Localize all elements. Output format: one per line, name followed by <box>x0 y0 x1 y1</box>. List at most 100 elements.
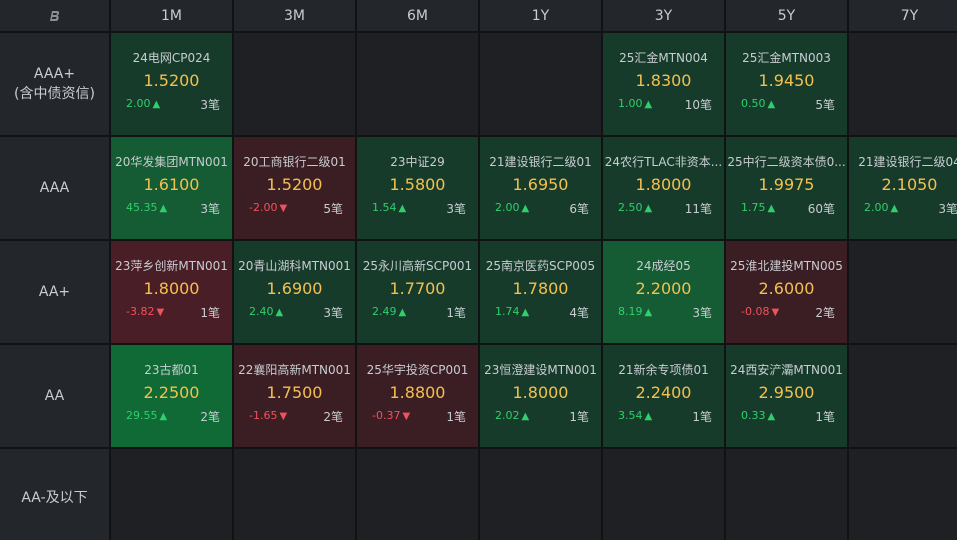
rate-change-value: 2.02 <box>495 409 520 422</box>
bond-cell[interactable]: 24成经05 2.2000 8.19 ▲ 3笔 <box>603 241 724 343</box>
row-header-rating[interactable]: AAA+ (含中债资信) <box>0 33 109 135</box>
column-header-7y[interactable]: 7Y <box>849 0 957 31</box>
column-header-3m[interactable]: 3M <box>234 0 355 31</box>
column-header-6m[interactable]: 6M <box>357 0 478 31</box>
rate-change: 2.40 ▲ <box>249 305 283 318</box>
bond-name: 21新余专项债01 <box>618 363 709 377</box>
empty-cell <box>849 449 957 540</box>
bond-rate: 2.2000 <box>635 279 692 298</box>
rate-change-value: 3.54 <box>618 409 643 422</box>
trade-count: 6笔 <box>569 202 589 216</box>
b-logo-svg <box>49 10 59 21</box>
bond-cell[interactable]: 24农行TLAC非资本... 1.8000 2.50 ▲ 11笔 <box>603 137 724 239</box>
rate-change-value: -3.82 <box>126 305 155 318</box>
bond-cell[interactable]: 25永川高新SCP001 1.7700 2.49 ▲ 1笔 <box>357 241 478 343</box>
trade-count: 5笔 <box>815 98 835 112</box>
bond-rate: 2.6000 <box>758 279 815 298</box>
bond-cell[interactable]: 20华发集团MTN001 1.6100 45.35 ▲ 3笔 <box>111 137 232 239</box>
rate-change-value: 29.55 <box>126 409 158 422</box>
arrow-up-icon: ▲ <box>644 99 653 110</box>
bond-rate: 1.5200 <box>266 175 323 194</box>
bond-rate: 1.6100 <box>143 175 200 194</box>
bond-cell[interactable]: 25南京医药SCP005 1.7800 1.74 ▲ 4笔 <box>480 241 601 343</box>
trade-count: 3笔 <box>323 306 343 320</box>
bond-cell[interactable]: 24电网CP024 1.5200 2.00 ▲ 3笔 <box>111 33 232 135</box>
bond-rate: 1.5800 <box>389 175 446 194</box>
bond-name: 25华宇投资CP001 <box>366 363 469 377</box>
bond-rate: 1.7500 <box>266 383 323 402</box>
bond-name: 21建设银行二级01 <box>489 155 592 169</box>
arrow-up-icon: ▲ <box>152 99 161 110</box>
row-header-rating[interactable]: AA <box>0 345 109 447</box>
rate-change: -2.00 ▼ <box>249 201 287 214</box>
bond-cell[interactable]: 23萍乡创新MTN001 1.8000 -3.82 ▼ 1笔 <box>111 241 232 343</box>
arrow-up-icon: ▲ <box>644 411 653 422</box>
bond-cell[interactable]: 21建设银行二级04 2.1050 2.00 ▲ 3笔 <box>849 137 957 239</box>
column-header-3y[interactable]: 3Y <box>603 0 724 31</box>
rate-change: -3.82 ▼ <box>126 305 164 318</box>
rate-change: 2.50 ▲ <box>618 201 652 214</box>
bond-name: 23恒澄建设MTN001 <box>484 363 597 377</box>
bond-rate: 1.9450 <box>758 71 815 90</box>
bond-cell[interactable]: 23恒澄建设MTN001 1.8000 2.02 ▲ 1笔 <box>480 345 601 447</box>
bond-cell[interactable]: 25中行二级资本债0... 1.9975 1.75 ▲ 60笔 <box>726 137 847 239</box>
trade-count: 11笔 <box>684 202 712 216</box>
bond-cell[interactable]: 20工商银行二级01 1.5200 -2.00 ▼ 5笔 <box>234 137 355 239</box>
bond-name: 20工商银行二级01 <box>243 155 346 169</box>
bond-cell[interactable]: 24西安浐灞MTN001 2.9500 0.33 ▲ 1笔 <box>726 345 847 447</box>
bond-cell[interactable]: 25汇金MTN004 1.8300 1.00 ▲ 10笔 <box>603 33 724 135</box>
trade-count: 3笔 <box>200 98 220 112</box>
rate-change-value: 1.74 <box>495 305 520 318</box>
row-header-rating[interactable]: AA-及以下 <box>0 449 109 540</box>
column-header-1m[interactable]: 1M <box>111 0 232 31</box>
arrow-up-icon: ▲ <box>159 203 168 214</box>
bond-name: 23中证29 <box>390 155 445 169</box>
trade-count: 1笔 <box>200 306 220 320</box>
rate-change-value: 2.00 <box>495 201 520 214</box>
row-header-rating[interactable]: AA+ <box>0 241 109 343</box>
empty-cell <box>726 449 847 540</box>
trade-count: 3笔 <box>692 306 712 320</box>
rate-change: 2.00 ▲ <box>495 201 529 214</box>
bond-cell[interactable]: 25淮北建投MTN005 2.6000 -0.08 ▼ 2笔 <box>726 241 847 343</box>
rate-change-value: -2.00 <box>249 201 278 214</box>
rate-change: -1.65 ▼ <box>249 409 287 422</box>
arrow-up-icon: ▲ <box>398 307 407 318</box>
bond-cell[interactable]: 22襄阳高新MTN001 1.7500 -1.65 ▼ 2笔 <box>234 345 355 447</box>
rating-label: AAA+ <box>33 66 76 82</box>
bond-cell[interactable]: 25华宇投资CP001 1.8800 -0.37 ▼ 1笔 <box>357 345 478 447</box>
rate-change-value: -0.37 <box>372 409 401 422</box>
rate-change: 1.00 ▲ <box>618 97 652 110</box>
bond-rate: 2.1050 <box>881 175 938 194</box>
column-header-1y[interactable]: 1Y <box>480 0 601 31</box>
arrow-down-icon: ▼ <box>156 307 165 318</box>
trade-count: 2笔 <box>200 410 220 424</box>
bond-cell[interactable]: 25汇金MTN003 1.9450 0.50 ▲ 5笔 <box>726 33 847 135</box>
bond-rate: 1.6900 <box>266 279 323 298</box>
bond-name: 24电网CP024 <box>132 51 211 65</box>
rate-change: 2.00 ▲ <box>864 201 898 214</box>
bond-cell[interactable]: 23中证29 1.5800 1.54 ▲ 3笔 <box>357 137 478 239</box>
bond-cell[interactable]: 21新余专项债01 2.2400 3.54 ▲ 1笔 <box>603 345 724 447</box>
bond-name: 25南京医药SCP005 <box>485 259 596 273</box>
rate-change-value: 1.00 <box>618 97 643 110</box>
bond-cell[interactable]: 20青山湖科MTN001 1.6900 2.40 ▲ 3笔 <box>234 241 355 343</box>
trade-count: 10笔 <box>684 98 712 112</box>
rate-change: -0.08 ▼ <box>741 305 779 318</box>
bond-cell[interactable]: 23古都01 2.2500 29.55 ▲ 2笔 <box>111 345 232 447</box>
rate-change-value: 2.50 <box>618 201 643 214</box>
bond-cell[interactable]: 21建设银行二级01 1.6950 2.00 ▲ 6笔 <box>480 137 601 239</box>
bond-name: 24西安浐灞MTN001 <box>730 363 843 377</box>
empty-cell <box>849 241 957 343</box>
trade-count: 2笔 <box>323 410 343 424</box>
row-header-rating[interactable]: AAA <box>0 137 109 239</box>
trade-count: 1笔 <box>446 410 466 424</box>
arrow-up-icon: ▲ <box>275 307 284 318</box>
arrow-up-icon: ▲ <box>521 307 530 318</box>
bond-rate: 2.2500 <box>143 383 200 402</box>
trade-count: 3笔 <box>938 202 957 216</box>
bond-name: 21建设银行二级04 <box>858 155 957 169</box>
bond-name: 22襄阳高新MTN001 <box>238 363 351 377</box>
column-header-5y[interactable]: 5Y <box>726 0 847 31</box>
